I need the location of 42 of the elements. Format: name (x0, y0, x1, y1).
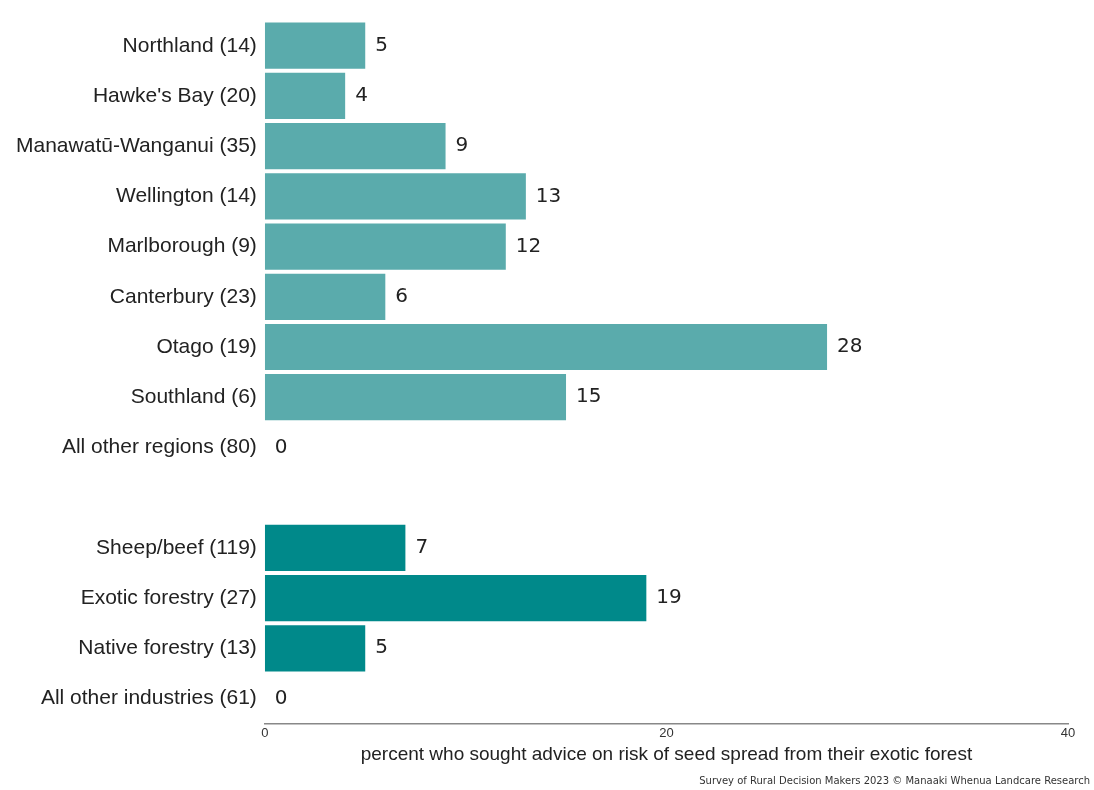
y-tick-label: Native forestry (13) (78, 635, 257, 659)
y-tick-label: Sheep/beef (119) (96, 534, 257, 558)
y-tick-label: All other regions (80) (61, 434, 257, 458)
y-tick-label: All other industries (61) (40, 685, 257, 709)
bar (264, 123, 446, 170)
data-label: 9 (455, 132, 469, 157)
y-tick-label: Northland (14) (122, 32, 257, 56)
x-axis-title: percent who sought advice on risk of seed spread from their exotic forest (360, 742, 973, 764)
y-tick-label: Manawatū-Wanganui (35) (16, 132, 257, 156)
bar (264, 223, 506, 270)
data-label: 28 (837, 333, 863, 358)
data-label: 0 (274, 433, 288, 458)
x-tick-label: 40 (1060, 724, 1076, 740)
data-label: 12 (515, 232, 542, 257)
data-label: 19 (656, 584, 682, 609)
data-label: 13 (535, 182, 562, 207)
bar (264, 524, 406, 571)
y-tick-label: Hawke's Bay (20) (92, 82, 257, 106)
y-tick-label: Southland (6) (130, 384, 257, 407)
bar (264, 374, 567, 421)
y-tick-label: Canterbury (23) (109, 283, 257, 307)
bar (264, 273, 386, 320)
data-label: 4 (355, 82, 368, 107)
y-tick-label: Exotic forestry (27) (80, 584, 257, 608)
bar (264, 72, 346, 120)
data-label: 5 (375, 31, 388, 56)
x-tick-label: 20 (659, 724, 674, 740)
data-label: 5 (375, 634, 388, 659)
x-tick-label: 0 (261, 724, 269, 740)
text: Survey of Rural Decision Makers 2023 © Manaaki Whenua Landcare Research (699, 775, 1090, 786)
data-label: 0 (274, 684, 288, 709)
data-label: 7 (415, 534, 429, 559)
y-tick-label: Otago (19) (156, 333, 257, 357)
bar (264, 574, 647, 622)
bar (264, 173, 526, 220)
y-tick-label: Wellington (14) (115, 183, 257, 207)
data-label: 6 (395, 282, 409, 307)
bar (264, 22, 366, 69)
bar (264, 625, 366, 672)
y-tick-label: Marlborough (9) (107, 233, 257, 257)
bar (264, 323, 828, 371)
data-label: 15 (576, 383, 602, 408)
